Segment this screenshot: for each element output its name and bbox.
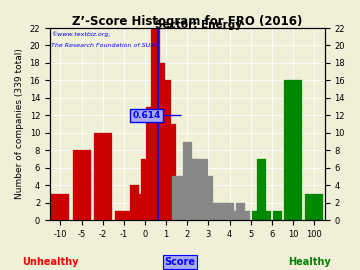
Bar xyxy=(204,176,213,220)
Bar xyxy=(188,159,197,220)
Bar xyxy=(241,211,250,220)
Bar xyxy=(183,141,192,220)
Y-axis label: Number of companies (339 total): Number of companies (339 total) xyxy=(15,49,24,200)
Text: Sector: Energy: Sector: Energy xyxy=(154,20,242,30)
Bar xyxy=(305,194,323,220)
Bar xyxy=(236,202,244,220)
Bar xyxy=(162,80,171,220)
Text: 0.614: 0.614 xyxy=(132,111,161,120)
Bar xyxy=(284,80,302,220)
Text: Score: Score xyxy=(165,256,195,266)
Bar xyxy=(167,124,176,220)
Text: The Research Foundation of SUNY: The Research Foundation of SUNY xyxy=(51,43,159,48)
Bar xyxy=(135,194,144,220)
Bar xyxy=(262,211,271,220)
Text: ©www.textbiz.org,: ©www.textbiz.org, xyxy=(51,32,110,37)
Bar xyxy=(199,159,208,220)
Bar xyxy=(193,159,202,220)
Bar xyxy=(220,202,229,220)
Text: Unhealthy: Unhealthy xyxy=(22,256,78,266)
Bar xyxy=(146,107,155,220)
Title: Z’-Score Histogram for FRO (2016): Z’-Score Histogram for FRO (2016) xyxy=(72,15,302,28)
Bar xyxy=(257,159,266,220)
Bar xyxy=(209,202,218,220)
Bar xyxy=(273,211,282,220)
Bar xyxy=(225,202,234,220)
Bar xyxy=(51,194,69,220)
Bar xyxy=(115,211,133,220)
Bar xyxy=(215,202,224,220)
Bar xyxy=(230,211,239,220)
Bar xyxy=(73,150,91,220)
Bar xyxy=(140,159,149,220)
Bar xyxy=(252,211,260,220)
Bar xyxy=(130,185,139,220)
Text: Healthy: Healthy xyxy=(288,256,331,266)
Bar xyxy=(157,63,165,220)
Bar xyxy=(177,176,186,220)
Bar xyxy=(94,133,112,220)
Bar xyxy=(151,28,160,220)
Bar xyxy=(172,176,181,220)
